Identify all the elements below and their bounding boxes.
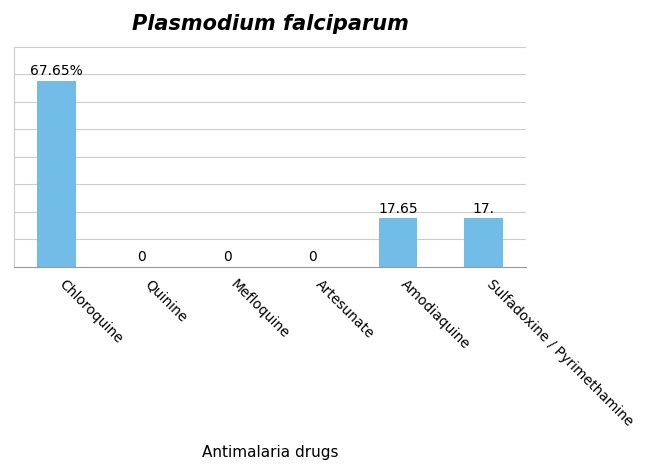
Bar xyxy=(465,219,503,267)
Text: 0: 0 xyxy=(308,250,317,264)
Bar xyxy=(379,219,417,267)
Text: 17.: 17. xyxy=(473,202,495,216)
X-axis label: Antimalaria drugs: Antimalaria drugs xyxy=(202,445,338,460)
Text: 67.65%: 67.65% xyxy=(30,64,83,78)
Text: 0: 0 xyxy=(138,250,146,264)
Text: 0: 0 xyxy=(223,250,231,264)
Bar xyxy=(37,81,75,267)
Text: 17.65: 17.65 xyxy=(378,202,418,216)
Title: Plasmodium falciparum: Plasmodium falciparum xyxy=(132,14,408,34)
